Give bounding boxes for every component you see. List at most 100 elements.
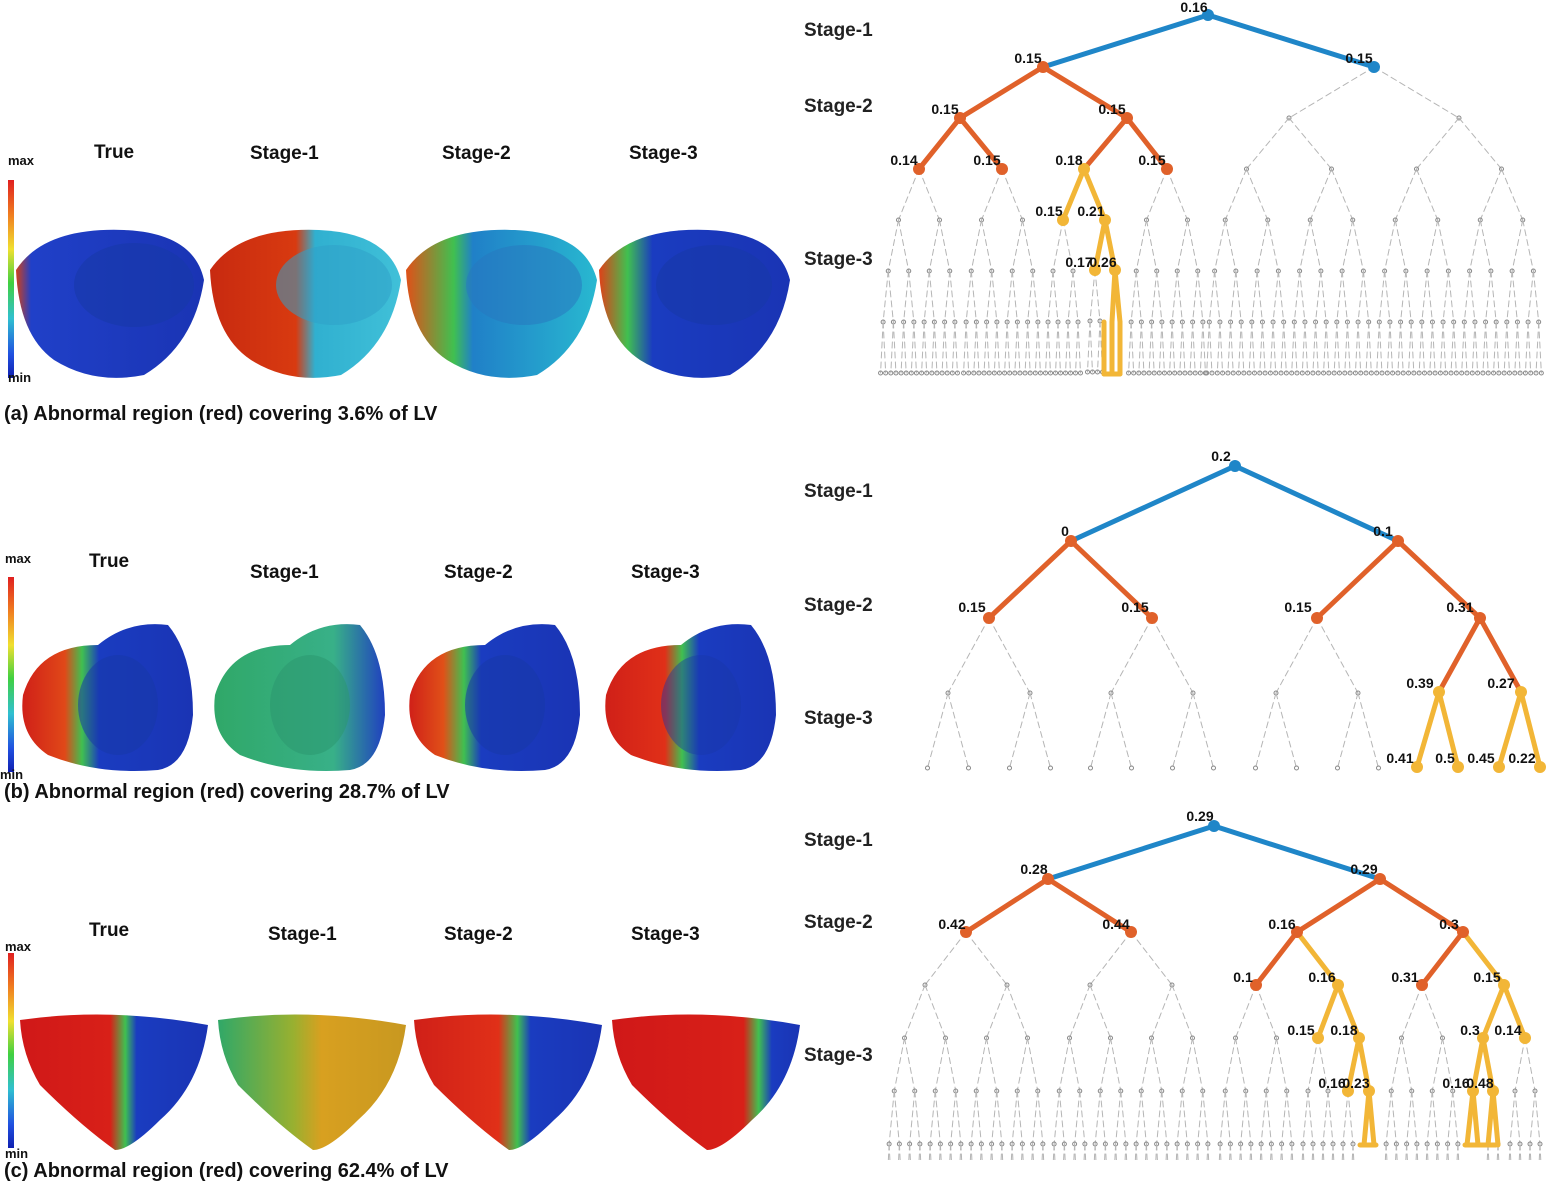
tree-edge-inactive bbox=[913, 321, 917, 374]
tree-edge-inactive bbox=[1385, 1090, 1392, 1145]
tree-leaf bbox=[1506, 370, 1512, 376]
tree-edge-inactive bbox=[1181, 1037, 1193, 1092]
tree-leaf bbox=[1225, 370, 1231, 376]
tree-edge-inactive bbox=[1125, 1143, 1128, 1160]
tree-leaf bbox=[1012, 370, 1018, 376]
tree-edge-inactive bbox=[1148, 321, 1153, 374]
tree-edge bbox=[1419, 929, 1466, 988]
tree-edge-inactive bbox=[981, 168, 1003, 221]
tree-leaf bbox=[1087, 982, 1093, 988]
tree-edge-inactive bbox=[1057, 321, 1061, 374]
node-label: 0.2 bbox=[1211, 448, 1231, 464]
tree-edge-inactive bbox=[1299, 270, 1306, 323]
tree-edge-inactive bbox=[955, 1090, 962, 1145]
tree-edge-inactive bbox=[1347, 1090, 1354, 1145]
tree-edge-inactive bbox=[1090, 692, 1112, 769]
tree-leaf bbox=[1007, 765, 1012, 771]
tree-edge-inactive bbox=[1529, 1090, 1536, 1145]
tree-leaf bbox=[1305, 370, 1311, 376]
tree-edge bbox=[1496, 689, 1524, 770]
tree-node bbox=[1099, 214, 1111, 226]
tree-leaf bbox=[991, 370, 997, 376]
tree-edge-inactive bbox=[1130, 270, 1137, 323]
tree-edge-inactive bbox=[1378, 321, 1383, 374]
tree-edge-inactive bbox=[1009, 692, 1031, 769]
tree-node bbox=[1202, 9, 1214, 21]
node-label: 0.15 bbox=[1345, 50, 1372, 66]
tree-edge-inactive bbox=[1309, 219, 1322, 272]
tree-edge-inactive bbox=[1004, 321, 1008, 374]
tree-edge-inactive bbox=[1503, 321, 1508, 374]
node-label: 0.1 bbox=[1373, 523, 1393, 539]
tree-edge-inactive bbox=[1288, 66, 1375, 119]
tree-edge-inactive bbox=[1315, 321, 1319, 374]
tree-leaf bbox=[949, 370, 955, 376]
tree-edge-inactive bbox=[1384, 270, 1391, 323]
tree-edge-inactive bbox=[1089, 269, 1096, 322]
tree-edge-inactive bbox=[1255, 692, 1277, 769]
tree-leaf bbox=[908, 370, 914, 376]
tree-leaf bbox=[1053, 370, 1058, 376]
tree-leaf bbox=[1491, 370, 1497, 376]
tree-leaf bbox=[1043, 370, 1048, 376]
tree-leaf bbox=[1085, 369, 1090, 375]
heart-images-c bbox=[20, 1014, 800, 1150]
tree-edge-inactive bbox=[1235, 270, 1242, 323]
tree-edge-inactive bbox=[1110, 1037, 1122, 1092]
tree-edge-inactive bbox=[1429, 321, 1433, 374]
tree-edge-inactive bbox=[1021, 1143, 1024, 1160]
tree-edge-inactive bbox=[1052, 270, 1059, 323]
tree-edge-inactive bbox=[996, 1090, 1003, 1145]
tree-edge-inactive bbox=[1421, 321, 1425, 374]
tree-node bbox=[1515, 686, 1527, 698]
tree-edge-inactive bbox=[1053, 1090, 1060, 1145]
tree-edge-inactive bbox=[947, 692, 969, 769]
tree-edge-inactive bbox=[1146, 219, 1158, 272]
tree-edge-inactive bbox=[981, 219, 993, 272]
tree-leaf bbox=[1379, 370, 1385, 376]
tree-edge-inactive bbox=[1539, 1143, 1542, 1160]
tree-leaf bbox=[903, 370, 909, 376]
tree-edge-inactive bbox=[1463, 270, 1471, 323]
tree-node bbox=[1057, 214, 1069, 226]
tree-edge-inactive bbox=[1181, 321, 1186, 374]
tree-edge-inactive bbox=[1362, 270, 1370, 323]
tree-leaf bbox=[913, 370, 919, 376]
tree-edge-inactive bbox=[1323, 321, 1327, 374]
tree-edge bbox=[1518, 689, 1543, 770]
tree-edge-inactive bbox=[1304, 321, 1309, 374]
tree-edge bbox=[1470, 1088, 1481, 1148]
tree-leaf bbox=[925, 765, 930, 771]
tree-leaf bbox=[1002, 370, 1008, 376]
tree-leaf bbox=[966, 765, 971, 771]
tree-edge bbox=[957, 64, 1046, 121]
tree-edge-inactive bbox=[1312, 1143, 1315, 1160]
tree-node bbox=[1534, 761, 1546, 773]
tree-leaf bbox=[1347, 370, 1353, 376]
tree-edge-inactive bbox=[1302, 1090, 1309, 1145]
tree-edge-inactive bbox=[991, 270, 998, 323]
header-stage-2: Stage-2 bbox=[444, 562, 513, 583]
tree-leaf bbox=[1220, 370, 1226, 376]
stage-label: Stage-3 bbox=[804, 708, 873, 729]
tree-leaf bbox=[1141, 370, 1147, 376]
tree-leaf bbox=[1528, 370, 1534, 376]
tree-leaf bbox=[1048, 765, 1053, 771]
tree-edge-inactive bbox=[1527, 270, 1534, 323]
tree-edge-inactive bbox=[1074, 1090, 1081, 1145]
tree-leaf bbox=[1437, 370, 1443, 376]
tree-leaf bbox=[1273, 690, 1279, 696]
tree-edge bbox=[1081, 166, 1108, 223]
tree-leaf bbox=[1172, 370, 1178, 376]
tree-edge-inactive bbox=[934, 1090, 941, 1145]
tree-leaf bbox=[1456, 115, 1462, 121]
tree-leaf bbox=[1136, 370, 1142, 376]
tree-edge-inactive bbox=[1333, 321, 1338, 374]
tree-edge-inactive bbox=[1357, 270, 1364, 323]
tree-edge-inactive bbox=[1394, 219, 1407, 272]
tree-node bbox=[1374, 873, 1386, 885]
tree-edge-inactive bbox=[1342, 1143, 1345, 1160]
tree-leaf bbox=[893, 370, 899, 376]
tree-edge-inactive bbox=[1272, 321, 1277, 374]
tree-edge-inactive bbox=[1238, 321, 1242, 374]
